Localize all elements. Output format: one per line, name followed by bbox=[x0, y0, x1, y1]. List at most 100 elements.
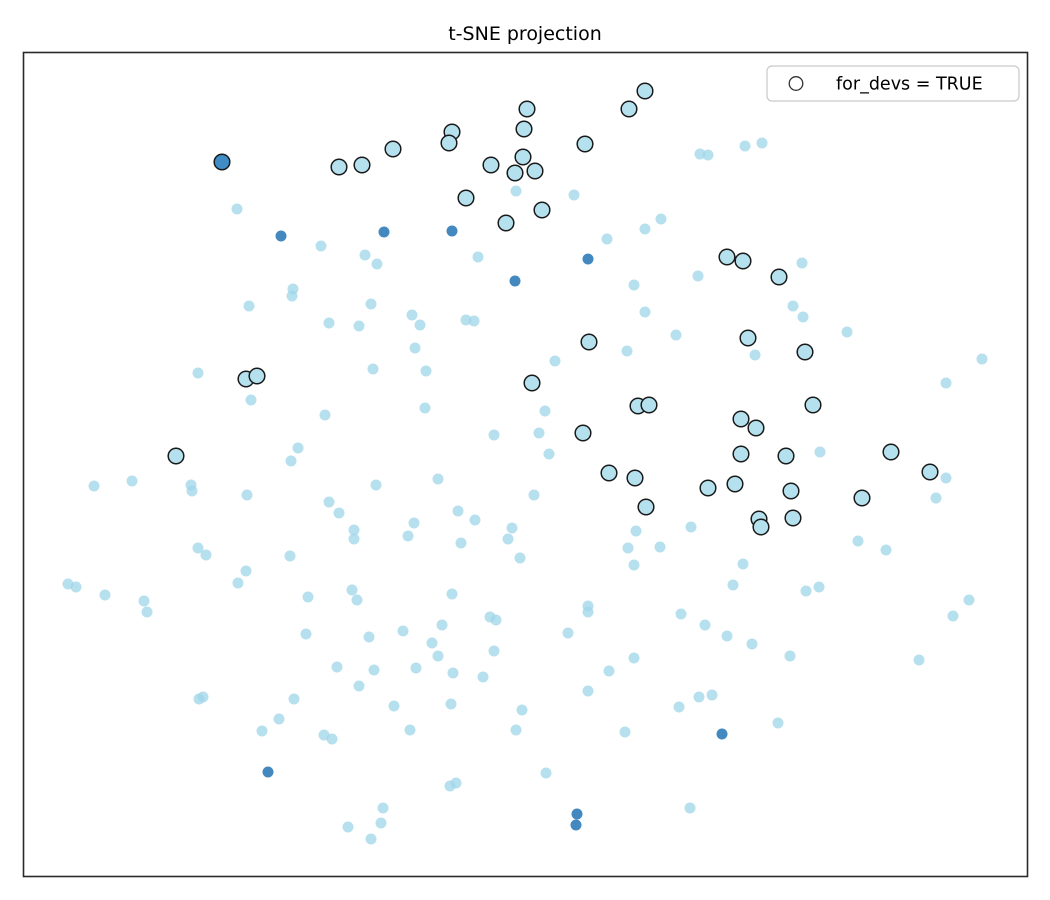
scatter-point bbox=[167, 447, 185, 465]
scatter-point bbox=[432, 650, 444, 662]
scatter-point bbox=[562, 627, 574, 639]
scatter-point bbox=[348, 524, 360, 536]
scatter-point bbox=[262, 766, 274, 778]
scatter-point bbox=[315, 240, 327, 252]
scatter-point bbox=[490, 614, 502, 626]
scatter-point bbox=[275, 230, 287, 242]
scatter-point bbox=[365, 298, 377, 310]
scatter-point bbox=[371, 258, 383, 270]
scatter-point bbox=[351, 594, 363, 606]
scatter-point bbox=[384, 140, 402, 158]
scatter-point bbox=[468, 315, 480, 327]
scatter-point bbox=[460, 314, 472, 326]
scatter-point bbox=[746, 638, 758, 650]
scatter-point bbox=[739, 329, 757, 347]
scatter-point bbox=[497, 214, 515, 232]
scatter-point bbox=[770, 268, 788, 286]
scatter-point bbox=[518, 100, 536, 118]
scatter-point bbox=[582, 685, 594, 697]
scatter-point bbox=[639, 306, 651, 318]
scatter-point bbox=[397, 625, 409, 637]
scatter-point bbox=[963, 594, 975, 606]
scatter-point bbox=[630, 525, 642, 537]
scatter-point bbox=[699, 479, 717, 497]
scatter-point bbox=[375, 817, 387, 829]
scatter-point bbox=[285, 455, 297, 467]
scatter-point bbox=[414, 319, 426, 331]
legend-box bbox=[766, 65, 1020, 102]
scatter-point bbox=[752, 518, 770, 536]
scatter-point bbox=[621, 345, 633, 357]
scatter-point bbox=[727, 579, 739, 591]
scatter-point bbox=[353, 320, 365, 332]
scatter-point bbox=[446, 225, 458, 237]
scatter-point bbox=[469, 514, 481, 526]
scatter-point bbox=[141, 606, 153, 618]
scatter-point bbox=[692, 270, 704, 282]
scatter-point bbox=[326, 733, 338, 745]
scatter-point bbox=[300, 628, 312, 640]
scatter-point bbox=[913, 654, 925, 666]
scatter-point bbox=[940, 377, 952, 389]
scatter-point bbox=[749, 349, 761, 361]
points-light bbox=[62, 137, 988, 845]
scatter-point bbox=[539, 405, 551, 417]
scatter-point bbox=[533, 201, 551, 219]
scatter-point bbox=[432, 473, 444, 485]
scatter-point bbox=[482, 156, 500, 174]
scatter-point bbox=[455, 537, 467, 549]
points-for-devs-true-light bbox=[167, 82, 939, 536]
scatter-point bbox=[702, 149, 714, 161]
scatter-point bbox=[685, 521, 697, 533]
scatter-point bbox=[447, 667, 459, 679]
scatter-point bbox=[192, 367, 204, 379]
scatter-point bbox=[739, 140, 751, 152]
scatter-point bbox=[576, 135, 594, 153]
scatter-point bbox=[284, 550, 296, 562]
scatter-point bbox=[603, 665, 615, 677]
scatter-point bbox=[718, 248, 736, 266]
scatter-point bbox=[800, 585, 812, 597]
scatter-point bbox=[526, 162, 544, 180]
scatter-point bbox=[655, 213, 667, 225]
scatter-point bbox=[639, 223, 651, 235]
scatter-point bbox=[509, 275, 521, 287]
scatter-point bbox=[440, 134, 458, 152]
scatter-point bbox=[626, 469, 644, 487]
scatter-point bbox=[637, 498, 655, 516]
scatter-point bbox=[346, 584, 358, 596]
scatter-point bbox=[515, 120, 533, 138]
scatter-point bbox=[694, 148, 706, 160]
scatter-point bbox=[402, 530, 414, 542]
scatter-point bbox=[852, 535, 864, 547]
scatter-point bbox=[359, 249, 371, 261]
chart-title: t-SNE projection bbox=[448, 23, 602, 45]
scatter-point bbox=[804, 396, 822, 414]
scatter-point bbox=[636, 82, 654, 100]
scatter-point bbox=[445, 698, 457, 710]
scatter-point bbox=[976, 353, 988, 365]
scatter-point bbox=[540, 767, 552, 779]
scatter-point bbox=[410, 662, 422, 674]
scatter-point bbox=[580, 333, 598, 351]
scatter-point bbox=[288, 693, 300, 705]
scatter-point bbox=[772, 717, 784, 729]
scatter-point bbox=[601, 233, 613, 245]
scatter-point bbox=[331, 661, 343, 673]
scatter-point bbox=[628, 559, 640, 571]
scatter-point bbox=[88, 480, 100, 492]
scatter-point bbox=[784, 509, 802, 527]
scatter-point bbox=[348, 533, 360, 545]
scatter-point bbox=[363, 631, 375, 643]
scatter-point bbox=[930, 492, 942, 504]
scatter-point bbox=[841, 326, 853, 338]
scatter-point bbox=[582, 253, 594, 265]
scatter-point bbox=[232, 577, 244, 589]
scatter-point bbox=[880, 544, 892, 556]
scatter-point bbox=[367, 363, 379, 375]
scatter-point bbox=[330, 158, 348, 176]
scatter-point bbox=[787, 300, 799, 312]
scatter-point bbox=[726, 475, 744, 493]
scatter-point bbox=[378, 226, 390, 238]
